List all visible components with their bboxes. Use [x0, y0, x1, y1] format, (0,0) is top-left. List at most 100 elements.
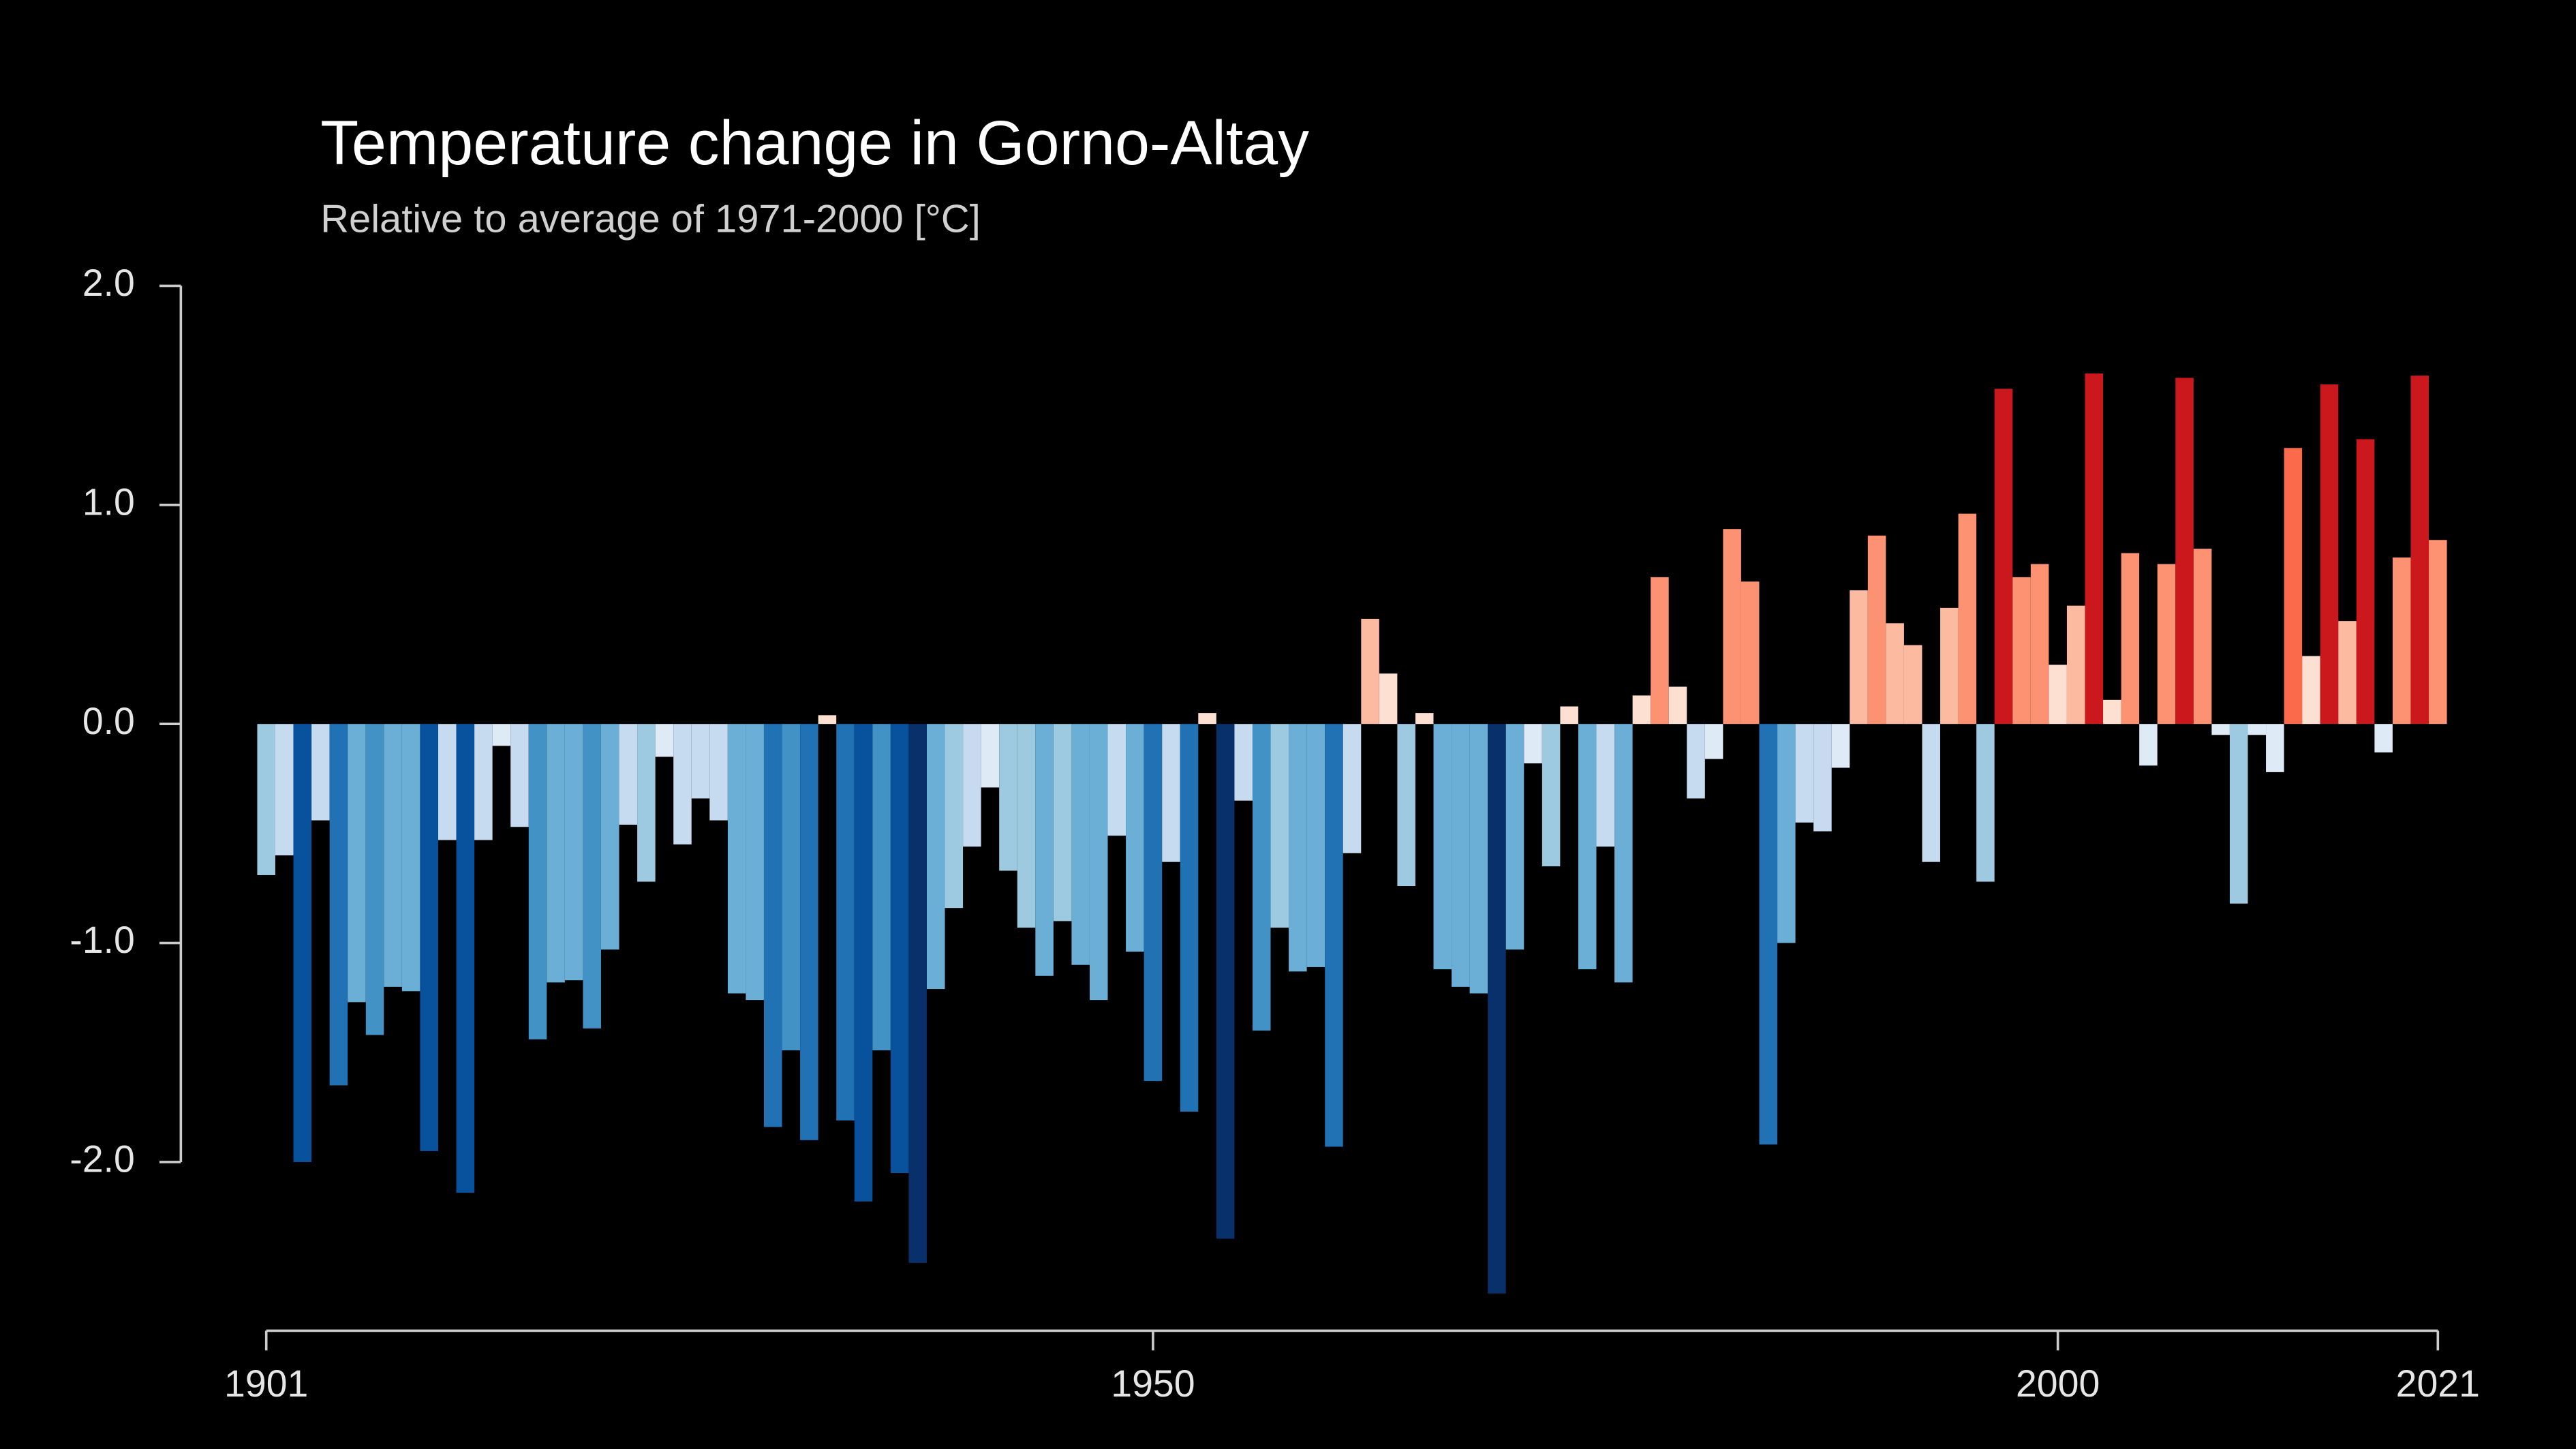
- bar: [1759, 724, 1778, 1145]
- bar: [384, 724, 402, 987]
- bar: [926, 724, 945, 990]
- bar: [2356, 439, 2375, 724]
- bar: [1180, 724, 1199, 1112]
- bar: [365, 724, 384, 1035]
- bar: [547, 724, 565, 983]
- bar: [1053, 724, 1072, 921]
- bar: [1126, 724, 1144, 952]
- bar: [2175, 378, 2194, 724]
- bar: [908, 724, 927, 1263]
- bar: [401, 724, 420, 992]
- bar: [619, 724, 638, 825]
- bar: [257, 724, 275, 875]
- bar: [1452, 724, 1470, 987]
- bar: [655, 724, 674, 757]
- bar: [2139, 724, 2158, 766]
- bar: [673, 724, 692, 844]
- bar: [600, 724, 619, 950]
- bar: [1343, 724, 1362, 853]
- bar: [1741, 581, 1760, 724]
- bar: [800, 724, 818, 1140]
- bar: [2429, 540, 2447, 724]
- bar: [2085, 373, 2104, 724]
- x-tick-label: 1901: [224, 1362, 308, 1405]
- bar: [1162, 724, 1180, 862]
- x-tick-label: 2021: [2396, 1362, 2480, 1405]
- bar: [1234, 724, 1253, 801]
- bar: [2157, 564, 2176, 724]
- bar: [1560, 706, 1578, 724]
- bar: [782, 724, 801, 1051]
- bar: [2211, 724, 2230, 735]
- bar: [945, 724, 964, 909]
- bar: [311, 724, 330, 821]
- y-tick-label: 0.0: [82, 700, 135, 742]
- bar: [1397, 724, 1415, 887]
- bar: [691, 724, 710, 799]
- bar: [2103, 699, 2121, 724]
- bar: [2049, 665, 2067, 724]
- bar: [2410, 376, 2429, 724]
- bar: [981, 724, 1000, 788]
- bar: [456, 724, 475, 1193]
- bar: [2338, 621, 2357, 724]
- y-tick-label: -1.0: [70, 919, 134, 961]
- bar: [1216, 724, 1235, 1239]
- bar: [1614, 724, 1633, 983]
- bar: [1505, 724, 1524, 950]
- bar: [999, 724, 1017, 871]
- bar: [420, 724, 438, 1151]
- bar: [1542, 724, 1561, 867]
- bar: [329, 724, 348, 1086]
- bar: [2066, 605, 2085, 724]
- bar: [763, 724, 782, 1127]
- bar: [1578, 724, 1597, 970]
- bar: [438, 724, 457, 840]
- bar: [1994, 388, 2013, 724]
- bar: [2248, 724, 2267, 735]
- bar: [1903, 645, 1922, 724]
- bar: [1289, 724, 1307, 972]
- chart-title: Temperature change in Gorno-Altay: [320, 108, 1309, 178]
- bar: [1017, 724, 1036, 928]
- bar: [1976, 724, 1995, 882]
- y-tick-label: 2.0: [82, 262, 135, 304]
- bar: [1831, 724, 1850, 768]
- bar: [727, 724, 746, 994]
- bar: [1089, 724, 1108, 1001]
- bar: [2302, 656, 2320, 724]
- bar: [564, 724, 583, 981]
- bar: [1035, 724, 1054, 976]
- bar: [818, 715, 837, 724]
- bar: [2266, 724, 2284, 772]
- bar: [1144, 724, 1163, 1082]
- bar: [1071, 724, 1090, 965]
- bar: [1850, 590, 1868, 724]
- bar: [2374, 724, 2393, 752]
- bar: [1433, 724, 1452, 970]
- bar: [709, 724, 728, 821]
- bar: [1379, 673, 1398, 724]
- bar: [1632, 695, 1651, 724]
- bar: [1795, 724, 1814, 823]
- bar: [510, 724, 529, 827]
- bar: [2012, 577, 2031, 724]
- bar: [1270, 724, 1289, 928]
- bar: [1469, 724, 1488, 994]
- bar: [583, 724, 601, 1028]
- bar: [1723, 529, 1741, 724]
- bar: [2284, 448, 2303, 724]
- bar: [872, 724, 891, 1051]
- bar: [1940, 607, 1959, 724]
- bar: [275, 724, 294, 856]
- y-tick-label: -2.0: [70, 1138, 134, 1180]
- bar: [1306, 724, 1325, 967]
- bar: [1651, 577, 1669, 724]
- bar: [1922, 724, 1941, 862]
- bar: [492, 724, 511, 746]
- bar: [1704, 724, 1723, 759]
- bar: [1361, 618, 1379, 724]
- bar: [293, 724, 312, 1162]
- bar: [1958, 513, 1977, 724]
- bar: [1777, 724, 1796, 943]
